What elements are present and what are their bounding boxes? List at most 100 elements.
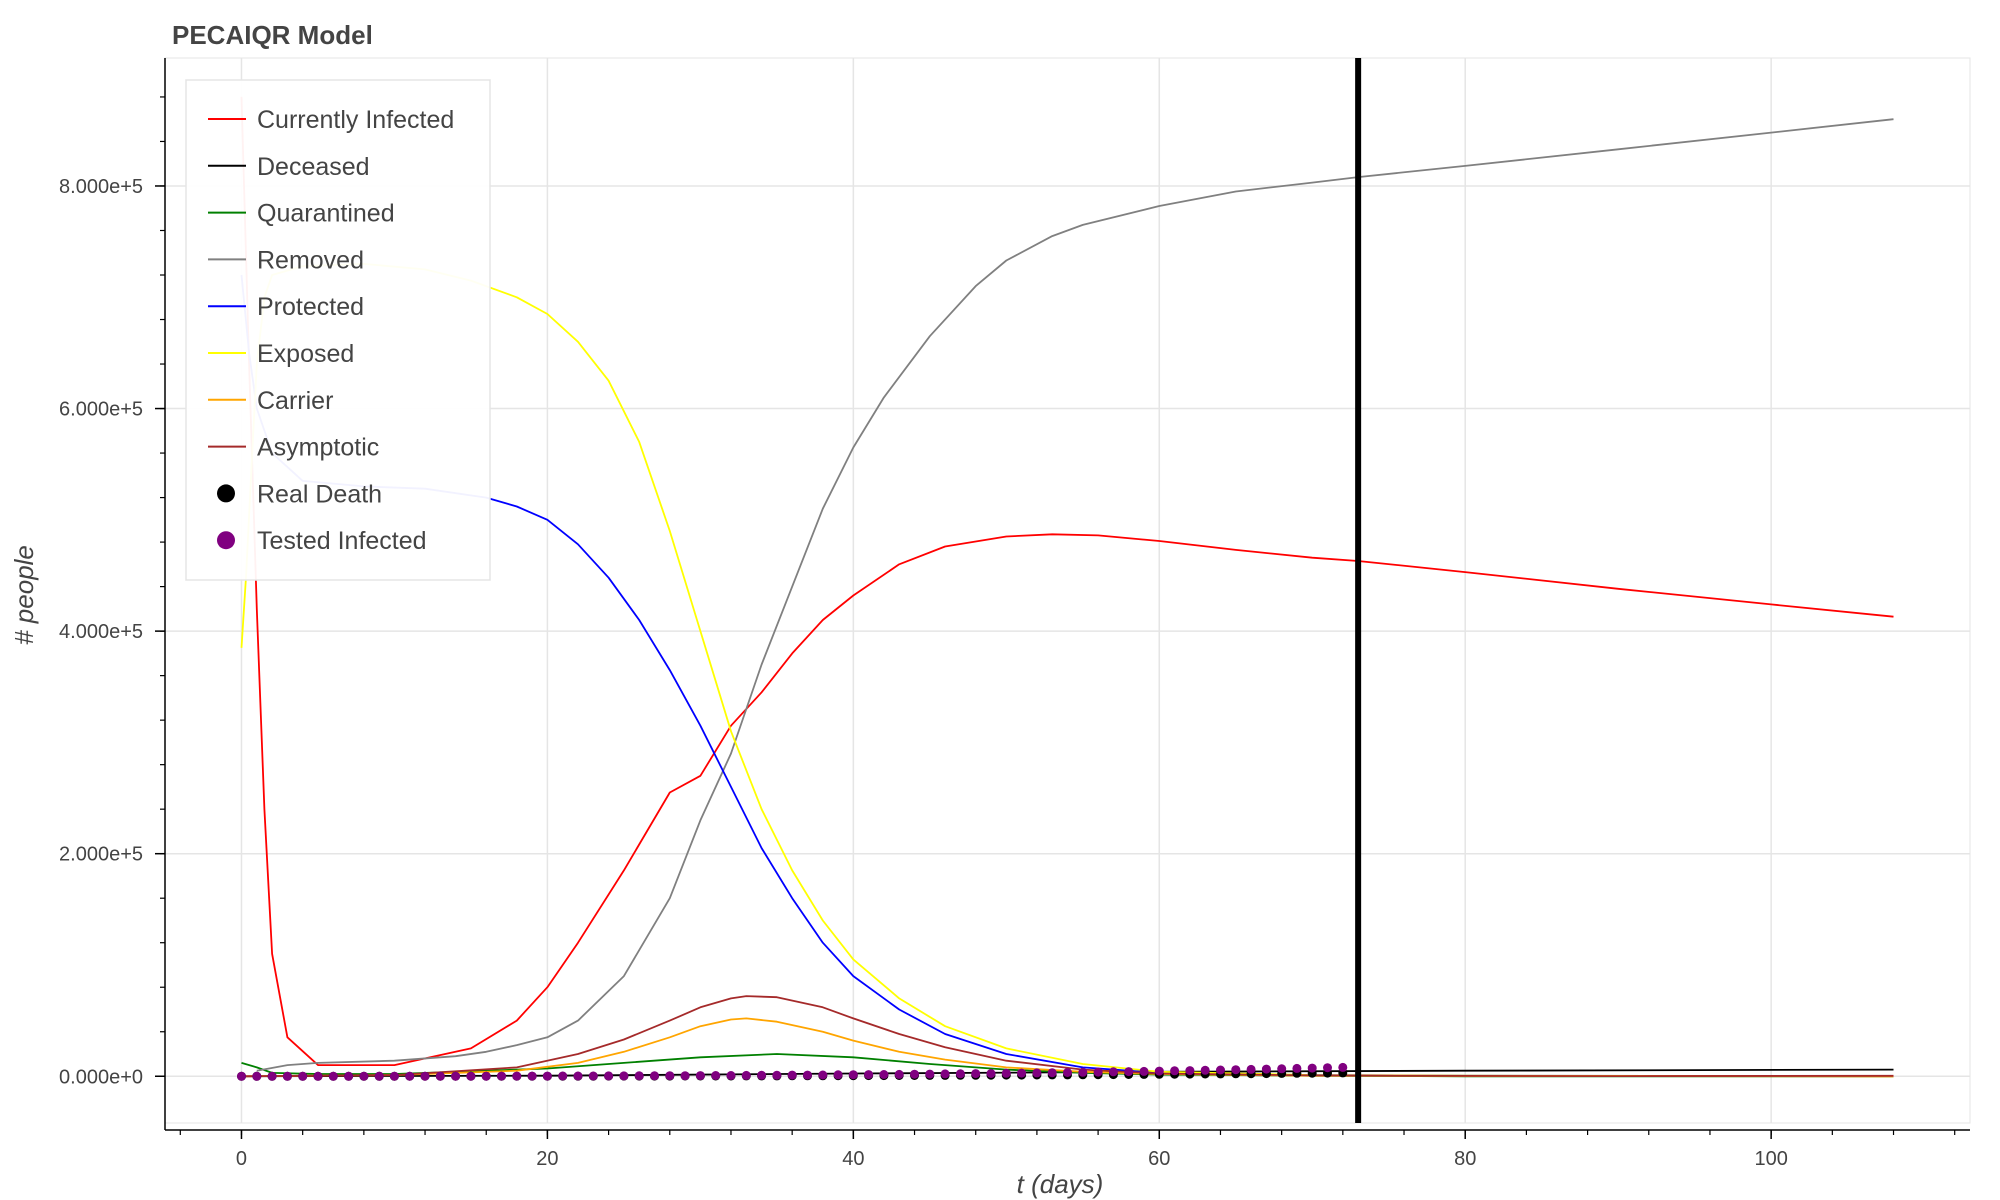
legend-label-carrier: Carrier [257,387,333,415]
data-point [894,1069,904,1079]
data-point [588,1071,598,1081]
data-point [313,1071,323,1081]
data-point [466,1071,476,1081]
series-layer [237,96,1894,1081]
data-point [665,1071,675,1081]
data-point [910,1069,919,1079]
x-axis-label: t (days) [1017,1169,1104,1199]
y-tick-label: 4.000e+5 [59,621,143,643]
legend-swatch-real-death [217,484,235,503]
data-point [1246,1064,1256,1074]
data-point [925,1069,935,1079]
data-point [374,1071,384,1081]
series-line-asymptotic [241,995,1894,1078]
data-point [695,1071,705,1081]
x-tick-label: 0 [236,1148,247,1170]
data-point [741,1070,751,1080]
data-point [757,1070,767,1080]
data-point [1032,1068,1042,1078]
data-point [787,1070,797,1080]
data-point [1063,1068,1072,1077]
legend-label-asymptotic: Asymptotic [257,434,379,462]
data-point [1124,1067,1134,1077]
y-axis-label: # people [9,545,39,645]
data-point [711,1071,721,1080]
data-point [1338,1062,1348,1072]
data-point [940,1069,950,1079]
data-point [634,1071,644,1081]
legend-label-currently-infected: Currently Infected [257,106,454,134]
data-point [481,1071,491,1081]
legend-box [185,79,491,581]
series-line-removed [256,118,1894,1072]
data-point [1261,1064,1271,1074]
data-point [1001,1068,1011,1078]
data-point [344,1071,354,1081]
data-point [971,1069,981,1079]
data-point [527,1071,537,1081]
legend-label-removed: Removed [257,246,364,274]
data-point [772,1070,782,1080]
data-point [405,1071,415,1081]
y-tick-label: 8.000e+5 [59,176,143,198]
legend-label-exposed: Exposed [257,340,354,368]
data-point [1047,1068,1057,1078]
data-point [1216,1065,1225,1075]
series-points-tested-infected [237,1062,1348,1081]
data-point [1108,1067,1118,1077]
data-point [298,1071,308,1081]
legend-label-tested-infected: Tested Infected [257,527,427,555]
data-point [451,1071,461,1081]
data-point [435,1071,445,1081]
data-point [1292,1063,1302,1073]
y-tick-label: 2.000e+5 [59,844,143,866]
x-tick-label: 40 [842,1148,864,1170]
data-point [328,1071,338,1081]
data-point [389,1071,399,1081]
data-point [1231,1065,1241,1075]
data-point [497,1071,506,1081]
data-point [680,1071,690,1081]
data-point [955,1069,965,1079]
y-tick-label: 6.000e+5 [59,399,143,421]
chart-title: PECAIQR Model [172,20,373,50]
data-point [512,1071,522,1081]
data-point [726,1071,736,1080]
data-point [1154,1066,1164,1076]
data-point [1323,1063,1332,1073]
x-axis: 0 20 40 60 80 100 [165,1129,1970,1170]
data-point [1078,1067,1088,1077]
data-point [1170,1066,1180,1076]
data-point [848,1070,858,1080]
legend-label-real-death: Real Death [257,480,382,508]
x-tick-label: 20 [536,1148,558,1170]
data-point [542,1071,552,1081]
data-point [573,1071,583,1081]
series-line-currently-infected [240,96,1894,1066]
data-point [282,1071,292,1081]
x-tick-label: 80 [1454,1148,1476,1170]
data-point [558,1071,568,1081]
data-point [252,1071,262,1081]
data-point [1017,1068,1027,1078]
data-point [619,1071,629,1081]
data-point [1093,1067,1103,1077]
y-tick-label: 0.000e+0 [59,1066,143,1088]
data-point [986,1069,996,1078]
data-point [864,1070,874,1080]
data-point [833,1070,843,1080]
data-point [267,1071,277,1081]
data-point [1200,1065,1210,1075]
data-point [237,1071,246,1081]
x-tick-label: 100 [1754,1148,1787,1170]
data-point [1185,1066,1195,1076]
y-axis: 0.000e+0 2.000e+5 4.000e+5 6.000e+5 8.000e+5 [59,58,166,1130]
legend: Currently Infected Deceased Quarantined Rem… [185,79,491,581]
legend-label-protected: Protected [257,293,364,321]
legend-label-deceased: Deceased [257,153,370,181]
legend-swatch-tested-infected [217,531,235,550]
data-point [879,1070,889,1079]
legend-label-quarantined: Quarantined [257,200,395,228]
data-point [1139,1066,1149,1076]
